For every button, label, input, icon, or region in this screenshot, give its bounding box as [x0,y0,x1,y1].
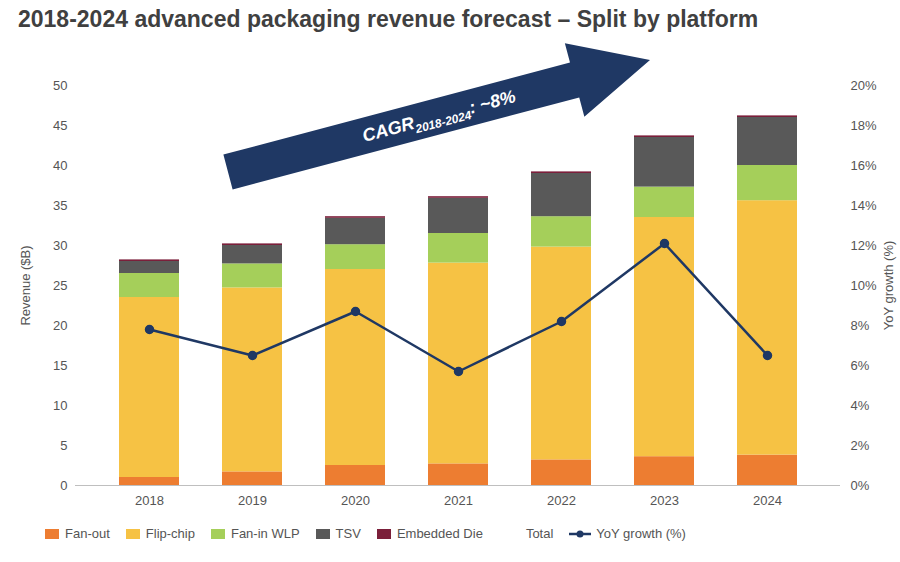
html-text:TSV: TSV [335,526,361,541]
svg-text:50: 50 [53,78,67,93]
svg-text:14%: 14% [851,198,877,213]
svg-text:YoY growth (%): YoY growth (%) [881,241,896,331]
svg-text:Revenue ($B): Revenue ($B) [18,245,33,325]
html-text:Fan-out: Fan-out [65,526,110,541]
html-text:Fan-in WLP: Fan-in WLP [230,526,300,541]
svg-text:40: 40 [53,158,67,173]
svg-text:15: 15 [53,358,67,373]
svg-text:45: 45 [53,118,67,133]
svg-text:4%: 4% [851,398,870,413]
svg-text:2022: 2022 [547,493,576,508]
svg-text:25: 25 [53,278,67,293]
svg-text:5: 5 [60,438,67,453]
svg-text:20: 20 [53,318,67,333]
svg-text:16%: 16% [851,158,877,173]
svg-text:20%: 20% [851,78,877,93]
svg-text:2020: 2020 [341,493,370,508]
svg-text:2019: 2019 [238,493,267,508]
svg-text:2%: 2% [851,438,870,453]
html-text:2018-2024 advanced packaging r: 2018-2024 advanced packaging revenue for… [18,6,759,32]
svg-text:10: 10 [53,398,67,413]
svg-text:2021: 2021 [444,493,473,508]
svg-text:6%: 6% [851,358,870,373]
html-text:Embedded Die: Embedded Die [396,526,483,541]
html-text:Total: Total [525,526,554,541]
html-text:Flip-chip: Flip-chip [145,526,195,541]
svg-text:CAGR2018-2024: ~8%: CAGR2018-2024: ~8% [360,86,519,150]
svg-text:2018: 2018 [135,493,164,508]
svg-text:2023: 2023 [650,493,679,508]
svg-text:30: 30 [53,238,67,253]
html-text:YoY growth (%): YoY growth (%) [596,526,686,541]
svg-text:0: 0 [60,478,67,493]
svg-text:12%: 12% [851,238,877,253]
svg-text:18%: 18% [851,118,877,133]
svg-text:2024: 2024 [753,493,782,508]
svg-text:10%: 10% [851,278,877,293]
svg-text:35: 35 [53,198,67,213]
svg-text:8%: 8% [851,318,870,333]
svg-text:0%: 0% [851,478,870,493]
